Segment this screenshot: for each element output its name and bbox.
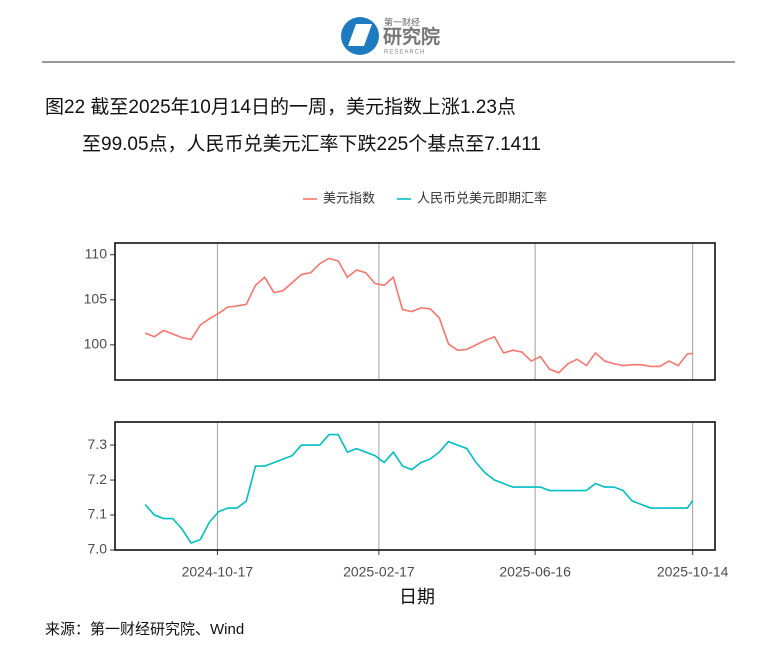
logo-sub: RESEARCH (384, 50, 425, 56)
series-line (144, 257, 693, 374)
y-tick-label: 105 (84, 290, 108, 306)
source: 来源：第一财经研究院、Wind (45, 620, 244, 638)
x-tick-label: 2024-10-17 (182, 564, 254, 580)
x-tick-label: 2025-06-16 (499, 564, 571, 580)
legend-label: 美元指数 (323, 190, 375, 205)
y-tick-label: 7.2 (88, 471, 108, 487)
logo-icon-mark (348, 24, 372, 46)
panel-frame (114, 242, 716, 381)
title-line: 至99.05点，人民币兑美元汇率下跌225个基点至7.1411 (82, 133, 541, 155)
y-tick-label: 7.0 (88, 541, 108, 557)
title-line: 图22 截至2025年10月14日的一周，美元指数上涨1.23点 (45, 96, 516, 118)
logo-main: 研究院 (383, 25, 440, 48)
series-line (144, 433, 694, 544)
y-tick-label: 100 (84, 336, 108, 352)
x-tick-label: 2025-10-14 (657, 564, 729, 580)
legend-label: 人民币兑美元即期汇率 (417, 190, 547, 205)
logo-top: 第一财经 (384, 16, 420, 27)
x-tick-label: 2025-02-17 (343, 564, 415, 580)
y-tick-label: 7.3 (88, 436, 108, 452)
panel-frame (114, 421, 716, 551)
y-tick-label: 7.1 (88, 506, 108, 522)
x-axis-label: 日期 (399, 587, 435, 607)
y-tick-label: 110 (85, 245, 108, 261)
logo: 第一财经 研究院 RESEARCH (341, 16, 440, 56)
